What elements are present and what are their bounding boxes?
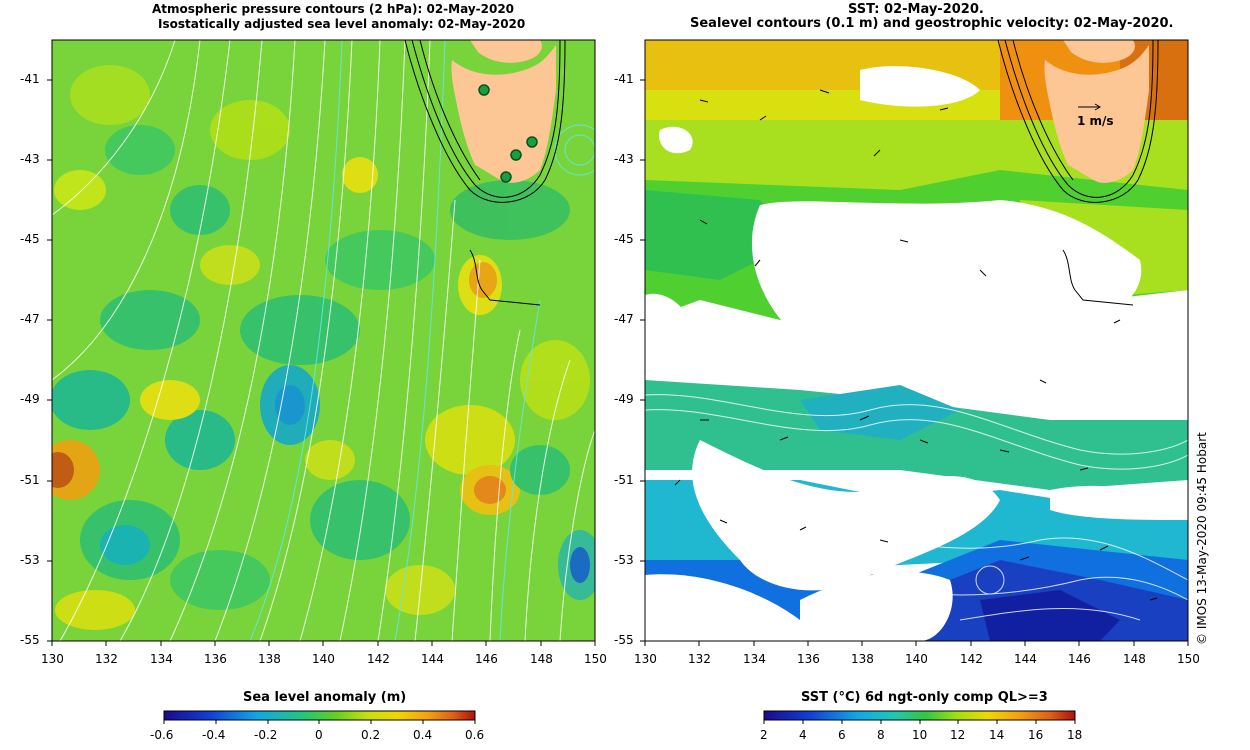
lon-label-right: 146 [1068, 652, 1091, 666]
cloud-mask [645, 66, 1188, 641]
sst-colorbar-tick: 16 [1028, 728, 1044, 742]
lat-label-left: -45 [20, 232, 40, 246]
lon-label-right: 134 [743, 652, 766, 666]
lat-label-left: -55 [20, 633, 40, 647]
sst-colorbar-tick: 14 [989, 728, 1005, 742]
lon-label-left: 138 [258, 652, 281, 666]
sla-colorbar [163, 710, 476, 721]
lon-label-right: 132 [688, 652, 711, 666]
sla-colorbar-title: Sea level anomaly (m) [243, 690, 407, 705]
sealevel-contours [645, 222, 1188, 621]
pressure-contours [52, 40, 595, 641]
lon-label-left: 132 [95, 652, 118, 666]
sst-colorbar-tick: 2 [760, 728, 768, 742]
lat-label-left: -47 [20, 312, 40, 326]
lat-label-right: -49 [614, 392, 634, 406]
sst-colorbar-tick: 12 [950, 728, 966, 742]
velocity-scale-label: 1 m/s [1077, 114, 1114, 128]
right-title-line2: Sealevel contours (0.1 m) and geostrophi… [690, 16, 1174, 31]
station-markers [478, 84, 538, 183]
sst-colorbar-title: SST (°C) 6d ngt-only comp QL>=3 [801, 690, 1048, 705]
imos-credit: © IMOS 13-May-2020 09:45 Hobart [1195, 432, 1209, 645]
lon-label-right: 148 [1123, 652, 1146, 666]
lon-label-left: 136 [204, 652, 227, 666]
sst-colorbar-tick: 18 [1067, 728, 1083, 742]
sst-colorbar-tick: 6 [838, 728, 846, 742]
mainland-land-sst [1063, 40, 1135, 63]
lat-label-left: -41 [20, 72, 40, 86]
left-title-line1: Atmospheric pressure contours (2 hPa): 0… [152, 2, 515, 16]
left-title-line2: Isostatically adjusted sea level anomaly… [158, 17, 526, 31]
lon-label-left: 150 [584, 652, 607, 666]
geostrophic-velocity-arrows [674, 89, 1158, 601]
shelf-contours [404, 40, 566, 306]
lon-label-right: 136 [797, 652, 820, 666]
lon-label-left: 144 [421, 652, 444, 666]
axis-ticks [47, 79, 1189, 646]
lon-label-left: 130 [41, 652, 64, 666]
lat-label-right: -47 [614, 312, 634, 326]
right-title-line1: SST: 02-May-2020. [848, 2, 984, 17]
sla-colorbar-tick: 0 [315, 728, 323, 742]
sla-colorbar-tick: 0.2 [361, 728, 381, 742]
sla-colorbar-tick: 0.6 [465, 728, 485, 742]
sst-colorbar [763, 710, 1076, 721]
tasmania-land [451, 45, 556, 183]
lon-label-right: 142 [960, 652, 983, 666]
lon-label-left: 142 [367, 652, 390, 666]
lat-label-left: -43 [20, 152, 40, 166]
tasmania-land-sst [1044, 45, 1149, 183]
lat-label-right: -43 [614, 152, 634, 166]
lat-label-right: -53 [614, 553, 634, 567]
lon-label-right: 140 [905, 652, 928, 666]
sla-colorbar-tick: -0.6 [150, 728, 174, 742]
lon-label-right: 138 [851, 652, 874, 666]
sst-colorbar-tick: 10 [912, 728, 928, 742]
sla-colorbar-tick: -0.2 [254, 728, 278, 742]
lat-label-left: -49 [20, 392, 40, 406]
mainland-land [470, 40, 542, 63]
velocity-scale-arrow [1078, 103, 1101, 111]
sla-map-panel [52, 40, 595, 641]
lon-label-right: 144 [1014, 652, 1037, 666]
lat-label-left: -53 [20, 553, 40, 567]
lon-label-left: 134 [150, 652, 173, 666]
lat-label-left: -51 [20, 473, 40, 487]
sla-colorbar-tick: -0.4 [202, 728, 226, 742]
lon-label-left: 140 [312, 652, 335, 666]
sst-map-panel [645, 40, 1188, 641]
lon-label-right: 150 [1177, 652, 1200, 666]
lat-label-right: -55 [614, 633, 634, 647]
shelf-contours-sst [997, 40, 1159, 306]
colorbar-ticks [163, 720, 1076, 724]
pressure-contours-cyan [249, 40, 595, 641]
sst-colorbar-tick: 4 [799, 728, 807, 742]
lon-label-left: 148 [530, 652, 553, 666]
lon-label-left: 146 [475, 652, 498, 666]
sst-colorbar-tick: 8 [877, 728, 885, 742]
lat-label-right: -41 [614, 72, 634, 86]
lon-label-right: 130 [634, 652, 657, 666]
lat-label-right: -51 [614, 473, 634, 487]
lat-label-right: -45 [614, 232, 634, 246]
sla-colorbar-tick: 0.4 [413, 728, 433, 742]
